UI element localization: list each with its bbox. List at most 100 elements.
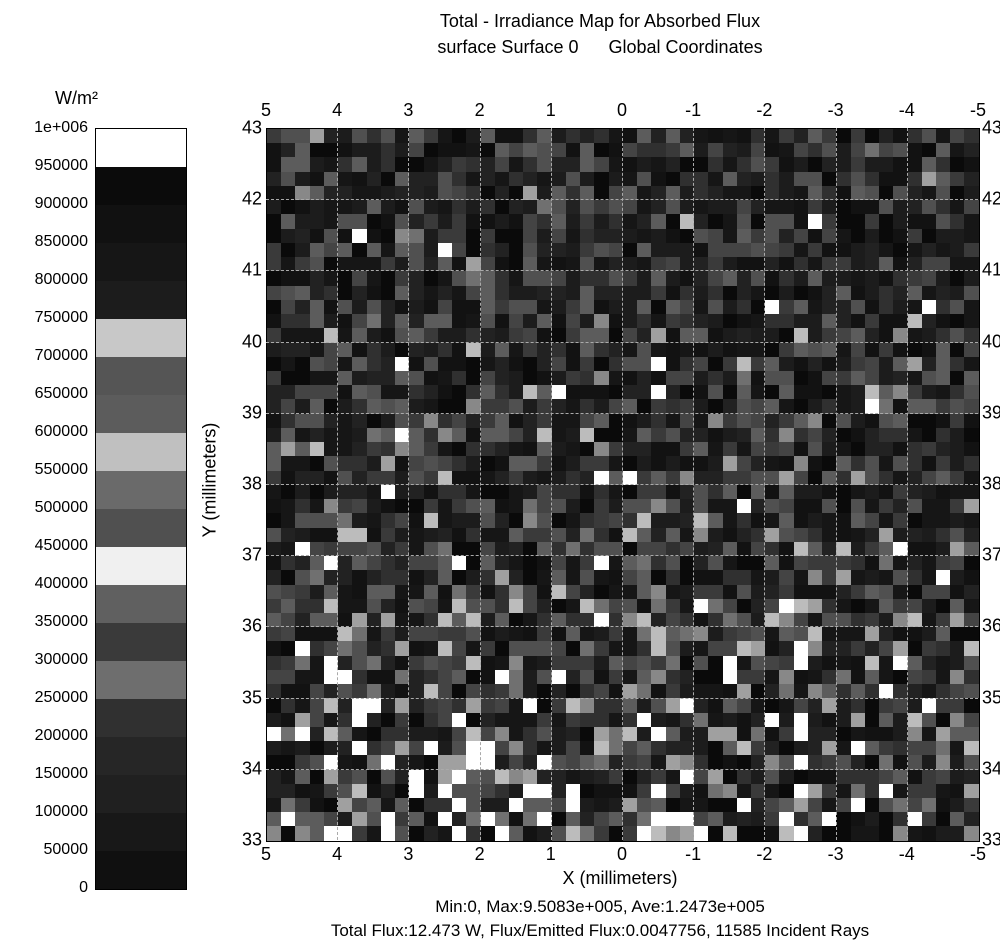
figure-footer: Min:0, Max:9.5083e+005, Ave:1.2473e+005 … <box>200 895 1000 943</box>
colorbar-segment <box>96 243 186 281</box>
y-tick-right: 39 <box>982 402 1000 423</box>
x-tick-bottom: 5 <box>261 844 271 865</box>
y-axis-label: Y (millimeters) <box>200 423 221 538</box>
y-tick-right: 34 <box>982 758 1000 779</box>
colorbar-tick: 800000 <box>35 271 88 289</box>
colorbar-segment <box>96 357 186 395</box>
x-tick-top: 1 <box>546 100 556 121</box>
colorbar-segment <box>96 775 186 813</box>
bottom-x-axis: 543210-1-2-3-4-5 <box>266 844 978 868</box>
x-axis-label: X (millimeters) <box>563 868 678 889</box>
y-tick-right: 43 <box>982 118 1000 139</box>
colorbar <box>95 128 187 890</box>
y-tick-left: 33 <box>242 830 262 851</box>
y-tick-right: 37 <box>982 545 1000 566</box>
x-tick-bottom: 3 <box>403 844 413 865</box>
colorbar-segment <box>96 509 186 547</box>
colorbar-tick: 50000 <box>44 841 89 859</box>
colorbar-segment <box>96 699 186 737</box>
left-y-axis: 4342414039383736353433 <box>232 128 262 840</box>
x-tick-top: -1 <box>685 100 701 121</box>
y-tick-left: 39 <box>242 402 262 423</box>
y-tick-right: 38 <box>982 474 1000 495</box>
colorbar-tick: 700000 <box>35 347 88 365</box>
x-tick-top: 2 <box>475 100 485 121</box>
y-tick-left: 36 <box>242 616 262 637</box>
colorbar-segment <box>96 281 186 319</box>
y-tick-left: 40 <box>242 331 262 352</box>
title-line-2: surface Surface 0 Global Coordinates <box>200 34 1000 60</box>
title-coords: Global Coordinates <box>609 37 763 57</box>
colorbar-tick: 550000 <box>35 461 88 479</box>
colorbar-tick: 200000 <box>35 727 88 745</box>
x-tick-top: 3 <box>403 100 413 121</box>
y-tick-left: 38 <box>242 474 262 495</box>
y-tick-right: 35 <box>982 687 1000 708</box>
x-tick-top: -3 <box>828 100 844 121</box>
colorbar-tick: 500000 <box>35 499 88 517</box>
colorbar-tick: 900000 <box>35 195 88 213</box>
x-tick-bottom: -2 <box>756 844 772 865</box>
heatmap <box>266 128 980 842</box>
right-y-axis: 4342414039383736353433 <box>982 128 1000 840</box>
colorbar-segment <box>96 547 186 585</box>
x-tick-top: -4 <box>899 100 915 121</box>
y-tick-right: 40 <box>982 331 1000 352</box>
x-tick-bottom: 1 <box>546 844 556 865</box>
colorbar-tick: 150000 <box>35 765 88 783</box>
colorbar-tick: 1e+006 <box>34 119 88 137</box>
colorbar-tick: 100000 <box>35 803 88 821</box>
y-tick-left: 41 <box>242 260 262 281</box>
colorbar-segment <box>96 205 186 243</box>
colorbar-segment <box>96 433 186 471</box>
footer-stats-1: Min:0, Max:9.5083e+005, Ave:1.2473e+005 <box>200 895 1000 919</box>
colorbar-tick: 850000 <box>35 233 88 251</box>
colorbar-tick: 400000 <box>35 575 88 593</box>
y-tick-left: 35 <box>242 687 262 708</box>
colorbar-segment <box>96 661 186 699</box>
colorbar-tick: 950000 <box>35 157 88 175</box>
y-tick-left: 43 <box>242 118 262 139</box>
colorbar-segment <box>96 471 186 509</box>
colorbar-tick: 0 <box>79 879 88 897</box>
colorbar-tick: 300000 <box>35 651 88 669</box>
x-tick-bottom: -4 <box>899 844 915 865</box>
colorbar-tick: 600000 <box>35 423 88 441</box>
colorbar-segment <box>96 585 186 623</box>
figure-title: Total - Irradiance Map for Absorbed Flux… <box>200 8 1000 60</box>
y-tick-right: 41 <box>982 260 1000 281</box>
colorbar-units: W/m² <box>55 88 98 109</box>
colorbar-segment <box>96 167 186 205</box>
y-tick-right: 42 <box>982 189 1000 210</box>
x-tick-bottom: -1 <box>685 844 701 865</box>
colorbar-tick: 650000 <box>35 385 88 403</box>
x-tick-top: 0 <box>617 100 627 121</box>
y-tick-left: 34 <box>242 758 262 779</box>
colorbar-tick: 750000 <box>35 309 88 327</box>
x-tick-bottom: -5 <box>970 844 986 865</box>
colorbar-segment <box>96 851 186 889</box>
colorbar-ticks: 1e+0069500009000008500008000007500007000… <box>0 128 88 888</box>
colorbar-segment <box>96 737 186 775</box>
x-tick-top: -2 <box>756 100 772 121</box>
y-tick-right: 36 <box>982 616 1000 637</box>
footer-stats-2: Total Flux:12.473 W, Flux/Emitted Flux:0… <box>200 919 1000 943</box>
colorbar-tick: 250000 <box>35 689 88 707</box>
x-tick-top: 4 <box>332 100 342 121</box>
heatmap-grid <box>267 129 979 841</box>
x-tick-bottom: 0 <box>617 844 627 865</box>
x-tick-top: 5 <box>261 100 271 121</box>
y-tick-left: 42 <box>242 189 262 210</box>
colorbar-segment <box>96 129 186 167</box>
title-line-1: Total - Irradiance Map for Absorbed Flux <box>200 8 1000 34</box>
x-tick-bottom: 4 <box>332 844 342 865</box>
x-tick-bottom: 2 <box>475 844 485 865</box>
colorbar-segment <box>96 623 186 661</box>
top-x-axis: 543210-1-2-3-4-5 <box>266 100 978 124</box>
colorbar-tick: 350000 <box>35 613 88 631</box>
colorbar-segment <box>96 319 186 357</box>
figure-container: Total - Irradiance Map for Absorbed Flux… <box>0 0 1000 951</box>
title-surface: surface Surface 0 <box>437 37 578 57</box>
y-tick-left: 37 <box>242 545 262 566</box>
colorbar-tick: 450000 <box>35 537 88 555</box>
